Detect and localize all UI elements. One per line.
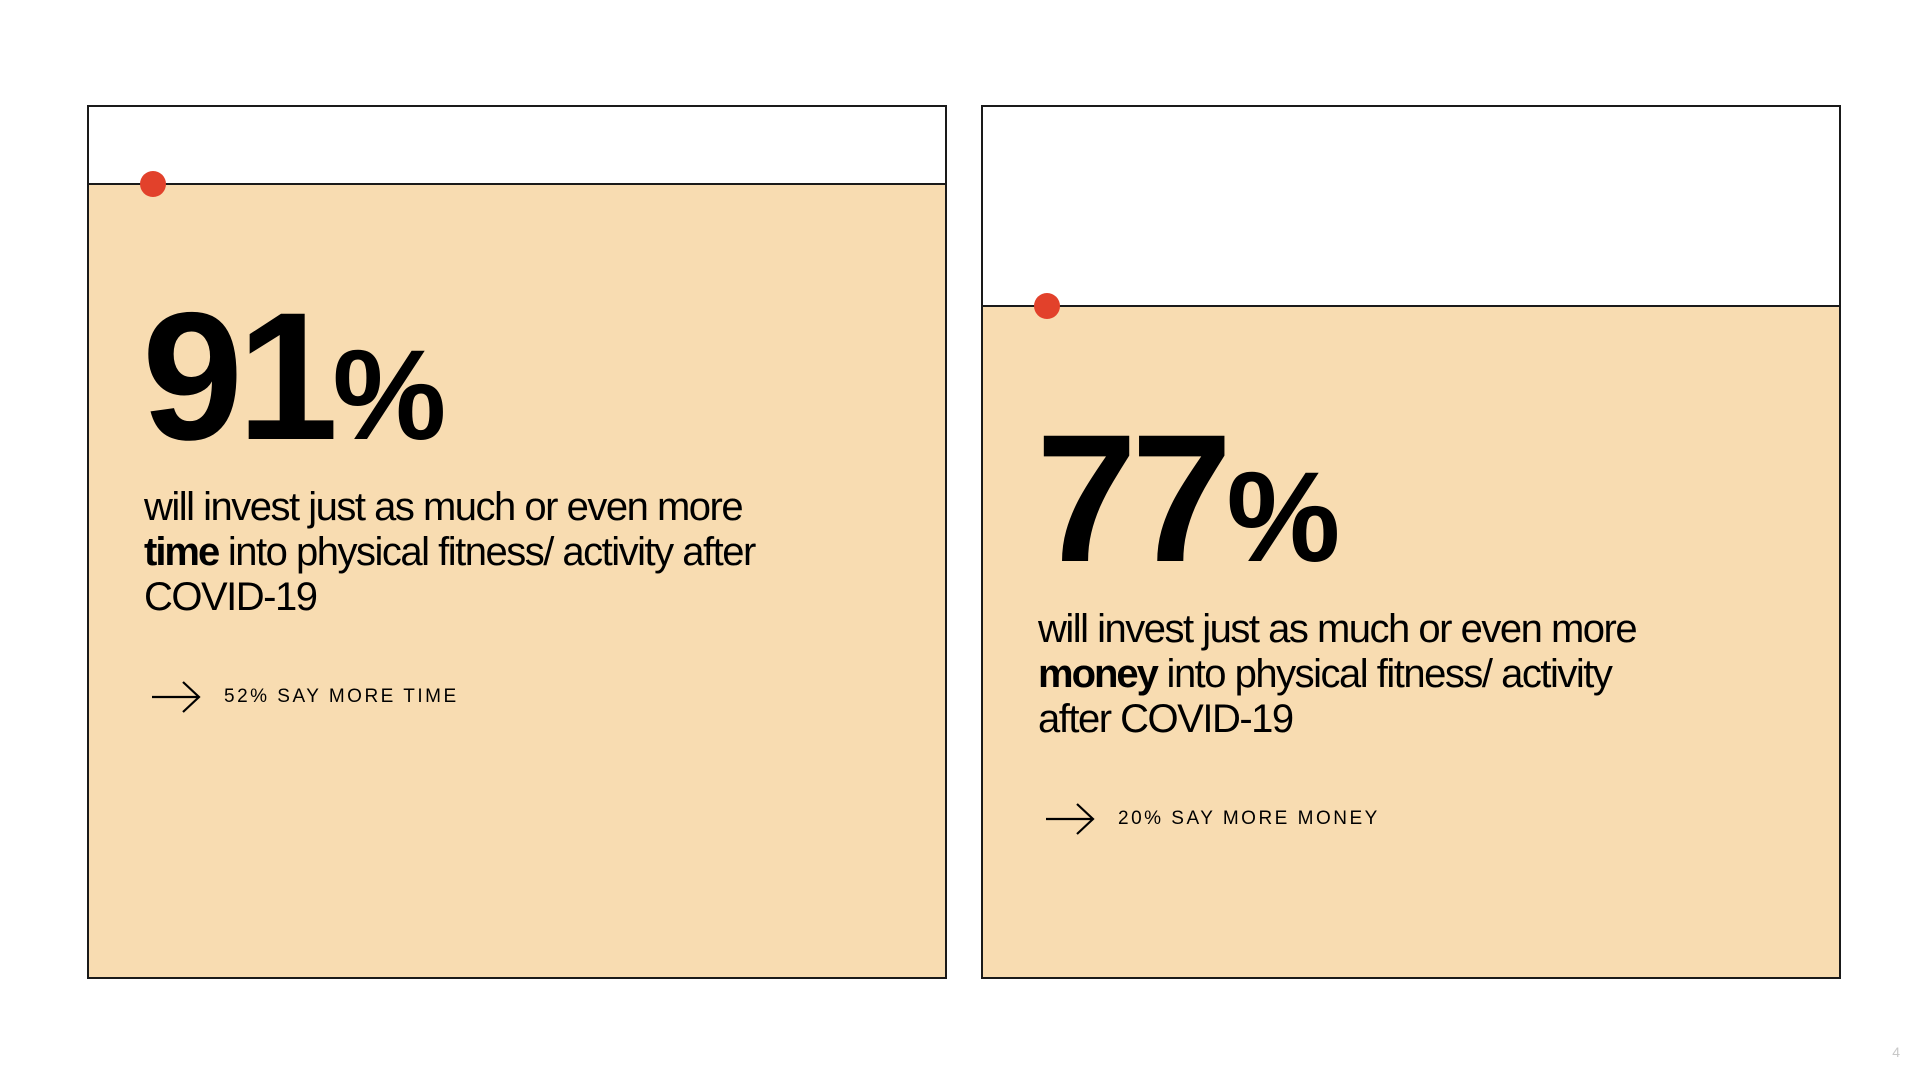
stat-value-money: 77% <box>1036 407 1819 589</box>
stat-content-money: 77% will invest just as much or even mor… <box>1036 407 1819 836</box>
stat-content-time: 91% will invest just as much or even mor… <box>142 285 925 714</box>
stat-percent-sign-time: % <box>332 324 446 467</box>
description-start-time: will invest just as much or even more <box>144 485 744 529</box>
level-marker-dot-time <box>140 171 166 197</box>
stat-card-money: 77% will invest just as much or even mor… <box>981 105 1841 979</box>
callout-text-time: 52% SAY MORE TIME <box>224 686 459 707</box>
stat-number-money: 77 <box>1036 396 1232 600</box>
stat-description-time: will invest just as much or even more ti… <box>144 485 764 620</box>
callout-text-money: 20% SAY MORE MONEY <box>1118 808 1380 829</box>
description-end-money: into physical fitness/ activity after CO… <box>1038 652 1613 741</box>
description-start-money: will invest just as much or even more <box>1038 607 1638 651</box>
level-marker-dot-money <box>1034 293 1060 319</box>
level-fill-time: 91% will invest just as much or even mor… <box>89 171 945 977</box>
description-end-time: into physical fitness/ activity after CO… <box>144 530 756 619</box>
callout-time: 52% SAY MORE TIME <box>150 680 925 714</box>
page-number: 4 <box>1892 1044 1900 1060</box>
callout-money: 20% SAY MORE MONEY <box>1044 802 1819 836</box>
stat-description-money: will invest just as much or even more mo… <box>1038 607 1658 742</box>
stat-number-time: 91 <box>142 274 338 478</box>
arrow-right-icon <box>152 681 201 713</box>
arrow-right-icon <box>1046 803 1095 835</box>
stat-card-time: 91% will invest just as much or even mor… <box>87 105 947 979</box>
stat-percent-sign-money: % <box>1226 446 1340 589</box>
level-fill-money: 77% will invest just as much or even mor… <box>983 293 1839 977</box>
description-emphasis-money: money <box>1038 652 1159 696</box>
description-emphasis-time: time <box>144 530 220 574</box>
stat-value-time: 91% <box>142 285 925 467</box>
